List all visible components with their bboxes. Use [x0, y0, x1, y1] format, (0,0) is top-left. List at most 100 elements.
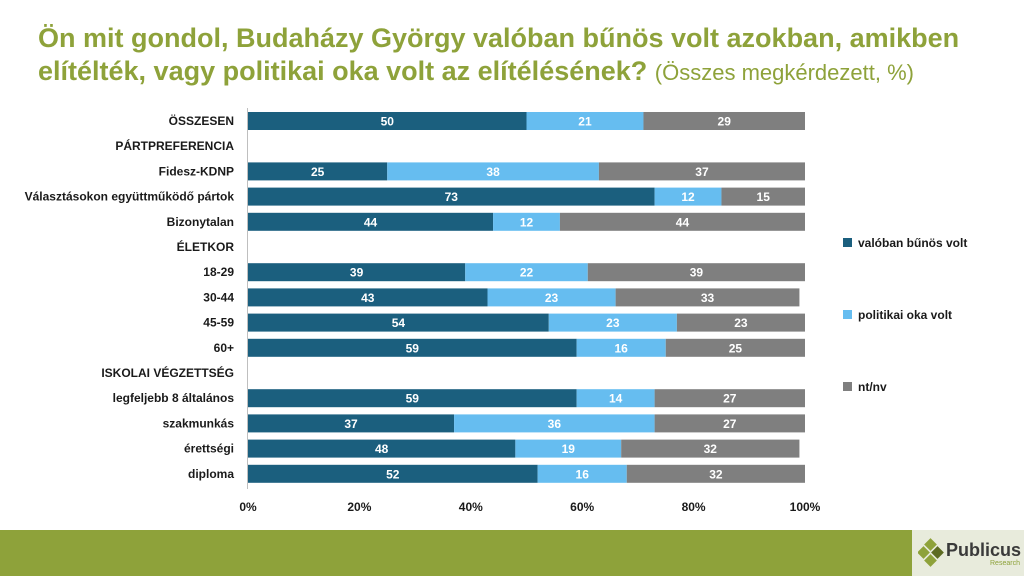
- bar-segment: [654, 187, 722, 206]
- category-label: ÖSSZESEN: [169, 113, 234, 128]
- data-label: 27: [723, 392, 737, 406]
- bar-segment: [248, 313, 549, 332]
- bar-segment: [515, 439, 622, 458]
- data-label: 37: [344, 417, 358, 431]
- logo-tagline: Research: [990, 560, 1020, 567]
- data-label: 39: [690, 266, 704, 280]
- data-label: 25: [729, 341, 743, 355]
- data-label: 29: [718, 115, 732, 129]
- data-label: 33: [701, 291, 715, 305]
- footer-band: [0, 530, 1024, 576]
- category-label: ÉLETKOR: [177, 239, 235, 254]
- logo-name: Publicus: [946, 540, 1022, 560]
- bar-segment: [248, 414, 455, 433]
- category-label: 60+: [214, 341, 234, 355]
- category-label: Bizonytalan: [167, 215, 234, 229]
- bar-segment: [248, 439, 516, 458]
- bar-segment: [248, 212, 494, 231]
- data-label: 22: [520, 266, 534, 280]
- x-tick-label: 40%: [459, 500, 483, 514]
- bar-segment: [248, 112, 527, 130]
- bar-segment: [576, 389, 655, 408]
- data-label: 59: [406, 392, 420, 406]
- bar-segment: [587, 263, 805, 282]
- x-tick-label: 100%: [790, 500, 821, 514]
- chart-title: Ön mit gondol, Budaházy György valóban b…: [38, 22, 998, 89]
- data-label: 43: [361, 291, 375, 305]
- x-tick-label: 60%: [570, 500, 594, 514]
- category-label: ISKOLAI VÉGZETTSÉG: [101, 365, 234, 380]
- category-label: érettségi: [184, 442, 234, 456]
- bar-segment: [598, 162, 805, 181]
- category-label: 18-29: [203, 265, 234, 279]
- x-tick-label: 80%: [682, 500, 706, 514]
- stacked-bar-chart: ÖSSZESEN 50 21 29 PÁRTPREFERENCIA Fidesz-KDNP…: [25, 108, 967, 514]
- bar-segment: [248, 464, 538, 483]
- bar-segment: [248, 288, 488, 307]
- data-label: 21: [578, 115, 592, 129]
- bar-segment: [537, 464, 627, 483]
- data-label: 23: [545, 291, 559, 305]
- bar-segment: [676, 313, 805, 332]
- category-label: diploma: [188, 467, 234, 481]
- legend-swatch: [843, 310, 852, 319]
- category-label: 45-59: [203, 316, 234, 330]
- bar-segment: [526, 112, 644, 130]
- bar-segment: [654, 414, 805, 433]
- data-label: 15: [757, 190, 771, 204]
- category-label: legfeljebb 8 általános: [113, 391, 235, 405]
- bar-segment: [654, 389, 805, 408]
- bar-segment: [248, 162, 388, 181]
- legend-swatch: [843, 382, 852, 391]
- data-label: 59: [406, 341, 420, 355]
- data-label: 48: [375, 442, 389, 456]
- bar-segment: [615, 288, 800, 307]
- title-main: Ön mit gondol, Budaházy György valóban b…: [38, 23, 960, 86]
- category-label: PÁRTPREFERENCIA: [115, 138, 234, 153]
- bar-segment: [576, 338, 666, 357]
- bar-segment: [626, 464, 805, 483]
- data-label: 27: [723, 417, 737, 431]
- x-tick-label: 0%: [239, 500, 257, 514]
- data-label: 44: [676, 215, 690, 229]
- category-label: 30-44: [203, 290, 234, 304]
- bar-segment: [465, 263, 588, 282]
- bar-segment: [454, 414, 655, 433]
- bar-segment: [493, 212, 560, 231]
- data-label: 32: [709, 467, 723, 481]
- bar-segment: [248, 263, 466, 282]
- data-label: 52: [386, 467, 400, 481]
- title-subtitle: (Összes megkérdezett, %): [654, 60, 914, 85]
- category-label: Választásokon együttműködő pártok: [25, 190, 235, 204]
- data-label: 25: [311, 165, 325, 179]
- data-label: 32: [704, 442, 718, 456]
- bar-segment: [548, 313, 677, 332]
- publicus-logo: Publicus Research: [917, 538, 1024, 572]
- bar-segment: [643, 112, 805, 130]
- footer-bar: [0, 530, 912, 576]
- legend-label: nt/nv: [858, 380, 887, 394]
- legend-label: valóban bűnös volt: [858, 236, 967, 250]
- logo-diamond-icon: [917, 538, 944, 567]
- bar-segment: [248, 187, 655, 206]
- category-label: szakmunkás: [163, 416, 235, 430]
- bar-segment: [387, 162, 599, 181]
- data-label: 16: [576, 467, 590, 481]
- bar-segment: [621, 439, 800, 458]
- data-label: 37: [695, 165, 709, 179]
- bar-segment: [721, 187, 805, 206]
- data-label: 39: [350, 266, 364, 280]
- bar-segment: [248, 338, 577, 357]
- data-label: 38: [486, 165, 500, 179]
- bar-segment: [665, 338, 805, 357]
- bar-segment: [248, 389, 577, 408]
- legend-label: politikai oka volt: [858, 308, 952, 322]
- legend-swatch: [843, 238, 852, 247]
- x-tick-label: 20%: [347, 500, 371, 514]
- data-label: 44: [364, 215, 378, 229]
- data-label: 16: [615, 341, 629, 355]
- bar-segment: [487, 288, 616, 307]
- data-label: 54: [392, 316, 406, 330]
- bar-segment: [559, 212, 805, 231]
- category-label: Fidesz-KDNP: [159, 164, 234, 178]
